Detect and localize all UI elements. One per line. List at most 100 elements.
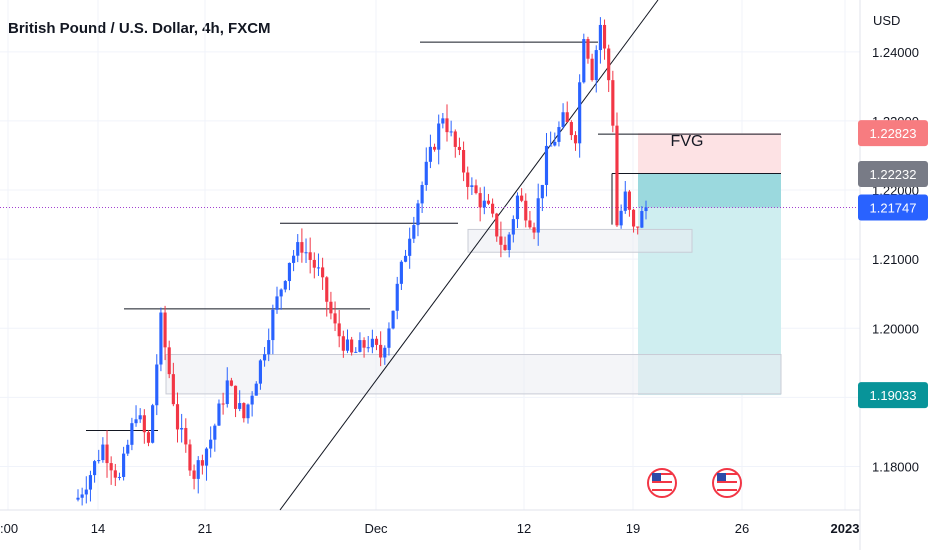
candle-82 [416, 199, 420, 237]
candle-11 [122, 446, 126, 481]
candle-74 [383, 345, 387, 365]
candle-28 [192, 464, 196, 490]
candle-86 [432, 143, 437, 152]
candle-125 [594, 45, 598, 93]
candle-76 [391, 310, 395, 330]
candle-5 [97, 449, 101, 464]
candle-40 [242, 402, 246, 423]
candle-21 [163, 305, 167, 361]
candle-130 [615, 112, 619, 227]
candle-95 [470, 177, 474, 195]
demand-zone-2 [165, 354, 782, 395]
candle-106 [515, 192, 520, 228]
candle-50 [283, 279, 287, 293]
candle-122 [582, 33, 586, 84]
candle-75 [387, 322, 391, 356]
candle-71 [370, 329, 374, 354]
y-axis: 1.180001.190001.200001.210001.220001.230… [872, 45, 919, 475]
candle-85 [428, 134, 432, 169]
candle-68 [358, 332, 362, 353]
x-tick-label-2: 21 [198, 521, 212, 536]
candle-20 [159, 307, 163, 372]
candle-67 [354, 347, 358, 353]
y-tick-label-3: 1.21000 [872, 252, 919, 267]
candle-119 [569, 120, 573, 141]
candle-44 [258, 359, 262, 390]
candle-84 [424, 147, 428, 191]
price-badge-label-4: 1.19033 [870, 388, 917, 403]
candle-58 [316, 253, 321, 276]
candle-100 [491, 198, 495, 218]
x-tick-label-3: Dec [364, 521, 388, 536]
x-tick-label-7: 2023 [831, 521, 860, 536]
candle-12 [126, 439, 130, 456]
trend-line [279, 0, 659, 511]
candle-123 [586, 36, 590, 64]
candle-18 [151, 403, 155, 444]
candle-4 [93, 459, 97, 483]
candle-109 [528, 211, 532, 229]
candle-37 [229, 377, 233, 387]
candle-110 [532, 222, 536, 240]
candle-114 [549, 131, 553, 147]
candle-16 [142, 409, 146, 444]
drawing-lines [0, 0, 860, 511]
candle-56 [308, 237, 312, 274]
candle-62 [333, 301, 337, 332]
event-flags [647, 468, 742, 498]
candle-32 [209, 426, 213, 458]
candle-13 [130, 417, 134, 451]
price-badge-3: 1.21747 [858, 194, 928, 221]
candle-92 [457, 137, 462, 156]
candle-3 [88, 470, 93, 502]
candle-121 [578, 74, 582, 158]
candle-30 [200, 454, 204, 475]
candle-89 [445, 104, 449, 142]
candle-101 [495, 212, 499, 242]
candle-6 [101, 437, 105, 463]
candle-105 [511, 215, 515, 243]
candle-97 [478, 187, 482, 222]
candle-103 [503, 236, 507, 251]
candle-33 [213, 423, 217, 452]
candle-46 [267, 328, 271, 362]
candle-65 [345, 329, 350, 354]
candle-66 [350, 336, 354, 356]
zones [165, 133, 782, 396]
candle-135 [636, 226, 640, 235]
candle-128 [607, 44, 611, 93]
candle-2 [84, 476, 88, 504]
candle-107 [520, 188, 524, 203]
candle-133 [627, 189, 631, 217]
x-tick-label-5: 19 [626, 521, 640, 536]
x-tick-label-1: 14 [91, 521, 105, 536]
y-tick-label-2: 1.20000 [872, 321, 919, 336]
candle-52 [292, 249, 296, 272]
candle-88 [441, 112, 445, 129]
candle-23 [171, 362, 175, 407]
candle-91 [453, 129, 457, 158]
candle-1 [80, 487, 84, 506]
candle-31 [204, 447, 209, 481]
candle-83 [420, 181, 424, 213]
candle-25 [180, 413, 184, 443]
candle-99 [486, 193, 491, 206]
candle-8 [109, 456, 113, 485]
candle-53 [296, 234, 300, 263]
fvg-annotation: FVG [671, 133, 704, 150]
price-badge-4: 1.19033 [858, 382, 928, 409]
candle-77 [395, 276, 399, 320]
candle-116 [557, 121, 561, 147]
us-flag-icon-1[interactable] [647, 468, 677, 498]
candle-51 [287, 262, 292, 291]
price-badge-label-1: 1.22823 [870, 126, 917, 141]
us-flag-icon-2[interactable] [712, 468, 742, 498]
candle-98 [482, 186, 486, 215]
x-tick-label-6: 26 [735, 521, 749, 536]
candle-64 [341, 330, 345, 358]
candle-94 [466, 166, 470, 200]
candle-126 [598, 17, 602, 64]
candle-38 [233, 385, 238, 418]
candle-22 [167, 340, 171, 379]
